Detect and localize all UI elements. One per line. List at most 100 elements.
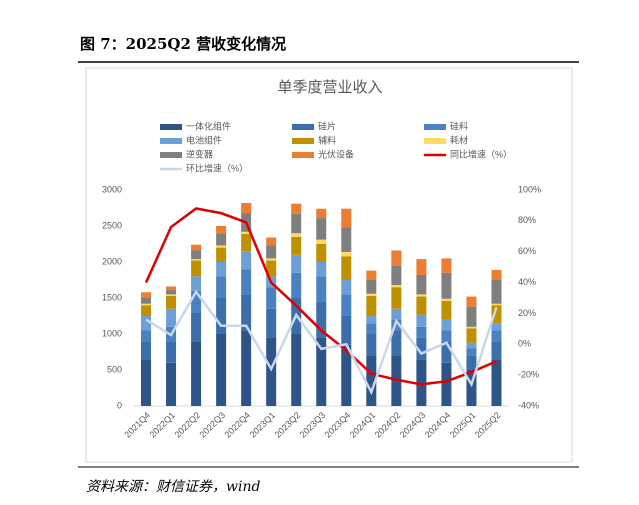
bar-segment [141,297,152,304]
legend-label: 一体化组件 [186,120,231,131]
bar-segment [141,316,152,331]
bar-segment [441,341,452,363]
y2-tick-label: 60% [518,246,536,256]
bar-segment [441,330,452,342]
bar-segment [191,341,202,406]
bar-segment [341,227,352,252]
bar-segment [241,294,252,331]
bar-segment [366,316,377,324]
bar-segment [366,295,377,316]
bar-segment [266,308,277,338]
bar-segment [341,280,352,295]
bar-segment [216,276,227,298]
legend-label: 电池组件 [186,134,222,145]
bar-segment [491,330,502,342]
bar-segment [316,218,327,240]
legend-label: 辅料 [318,134,336,145]
bar-segment [366,334,377,356]
bar-segment [241,330,252,406]
y-tick-label: 3000 [102,184,122,194]
bar-segment [416,296,427,315]
legend-label: 环比增速（%） [186,162,248,173]
bar-segment [291,236,302,255]
bar-segment [241,233,252,252]
bar-segment [441,362,452,406]
bar-segment [466,355,477,370]
legend-label: 耗材 [450,134,468,145]
y-tick-label: 1500 [102,292,122,302]
legend-label: 硅片 [318,120,336,131]
bar-segment [416,326,427,338]
bar-segment [191,276,202,291]
bar-segment [216,247,227,262]
y2-tick-label: 0% [518,339,531,349]
bar-segment [316,208,327,219]
bar-segment [416,337,427,360]
bar-segment [491,341,502,360]
legend-swatch [160,138,182,144]
bar-segment [216,233,227,246]
bar-segment [166,341,177,363]
bar-segment [191,312,202,342]
bar-segment [341,294,352,316]
bar-segment [441,258,452,273]
bar-segment [391,285,402,288]
bar-segment [466,348,477,356]
bar-segment [291,213,302,234]
bar-segment [341,316,352,345]
bar-segment [316,276,327,302]
bar-segment [316,262,327,277]
bar-segment [366,270,377,280]
legend-label: 同比增速（%） [450,148,512,159]
bar-segment [216,226,227,234]
legend-swatch [424,124,446,130]
y2-tick-label: -40% [518,400,539,410]
legend-swatch [160,152,182,158]
bar-segment [341,344,352,406]
y2-tick-label: 20% [518,308,536,318]
line-series [145,289,498,396]
bar-segment [216,298,227,334]
bar-segment [191,244,202,251]
bar-segment [266,245,277,259]
bar-segment [491,359,502,406]
bar-segment [141,303,152,306]
bar-segment [191,260,202,277]
line-series [144,207,497,386]
bar-segment [341,208,352,228]
y2-tick-label: 80% [518,215,536,225]
bar-segment [316,337,327,406]
legend-label: 逆变器 [186,148,213,159]
bar-segment [291,254,302,273]
bar-segment [191,250,202,260]
y-tick-label: 2500 [102,220,122,230]
bar-segment [241,231,252,234]
bar-segment [391,330,402,356]
bar-segment [416,359,427,406]
legend-swatch [292,138,314,144]
bar-segment [391,265,402,286]
bar-segment [416,259,427,275]
bar-segment [491,323,502,331]
legend-swatch [424,138,446,144]
bar-segment [441,298,452,301]
bar-segment [191,290,202,313]
bar-segment [416,274,427,295]
bar-segment [166,308,177,327]
bar-segment [291,272,302,298]
bar-segment [291,203,302,214]
bar-segment [166,362,177,406]
bar-segment [441,319,452,331]
bar-segment [216,245,227,248]
bar-segment [391,250,402,266]
bar-segment [316,301,327,338]
figure-title: 图 7：2025Q2 营收变化情况 [80,35,286,53]
bar-segment [266,337,277,406]
bar-segment [166,294,177,296]
bar-segment [491,280,502,304]
bar-segment [391,308,402,320]
legend-label: 光伏设备 [318,148,354,159]
y-tick-label: 2000 [102,256,122,266]
bar-segment [491,303,502,306]
